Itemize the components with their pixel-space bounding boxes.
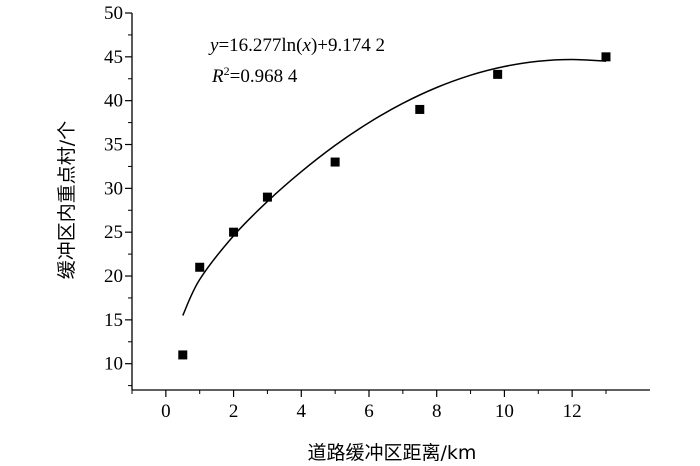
data-point xyxy=(601,52,611,62)
x-axis-title: 道路缓冲区距离/km xyxy=(308,442,477,464)
y-tick-label: 35 xyxy=(104,135,123,156)
y-tick-label: 45 xyxy=(104,47,123,68)
r-squared-text: R2=0.968 4 xyxy=(211,64,298,87)
y-tick-label: 25 xyxy=(104,222,123,243)
y-tick-label: 40 xyxy=(104,91,123,112)
x-tick-label: 12 xyxy=(563,401,582,422)
x-tick-label: 2 xyxy=(229,401,239,422)
x-tick-label: 6 xyxy=(364,401,374,422)
y-tick-label: 15 xyxy=(104,310,123,331)
axes: 0 2 4 6 8 10 12 10 15 20 25 30 35 40 45 50 xyxy=(104,3,650,422)
r-squared-superscript: 2 xyxy=(224,64,230,78)
data-point xyxy=(229,227,239,237)
equation-middle: =16.277ln( xyxy=(218,35,302,56)
r-squared-var: R xyxy=(211,66,224,87)
data-points-layer xyxy=(178,52,611,360)
y-tick-label: 10 xyxy=(104,354,123,375)
regression-equation: y=16.277ln(x)+9.174 2 R2=0.968 4 xyxy=(208,35,385,87)
data-point xyxy=(195,262,205,272)
y-tick-label: 30 xyxy=(104,178,123,199)
data-point xyxy=(178,350,188,360)
data-point xyxy=(330,157,340,167)
x-tick-label: 8 xyxy=(432,401,442,422)
x-tick-label: 4 xyxy=(297,401,307,422)
x-tick-label: 10 xyxy=(495,401,514,422)
y-tick-label: 20 xyxy=(104,266,123,287)
x-tick-label: 0 xyxy=(161,401,171,422)
data-point xyxy=(493,69,503,79)
equation-tail: )+9.174 2 xyxy=(311,35,385,56)
equation-y-var: y xyxy=(208,35,219,56)
y-axis-title: 缓冲区内重点村/个 xyxy=(56,121,78,279)
data-point xyxy=(262,192,272,202)
equation-text: y=16.277ln(x)+9.174 2 xyxy=(208,35,385,56)
data-point xyxy=(415,104,425,114)
equation-x-var: x xyxy=(302,35,312,56)
y-tick-label: 50 xyxy=(104,3,123,24)
r-squared-value: =0.968 4 xyxy=(230,66,298,87)
